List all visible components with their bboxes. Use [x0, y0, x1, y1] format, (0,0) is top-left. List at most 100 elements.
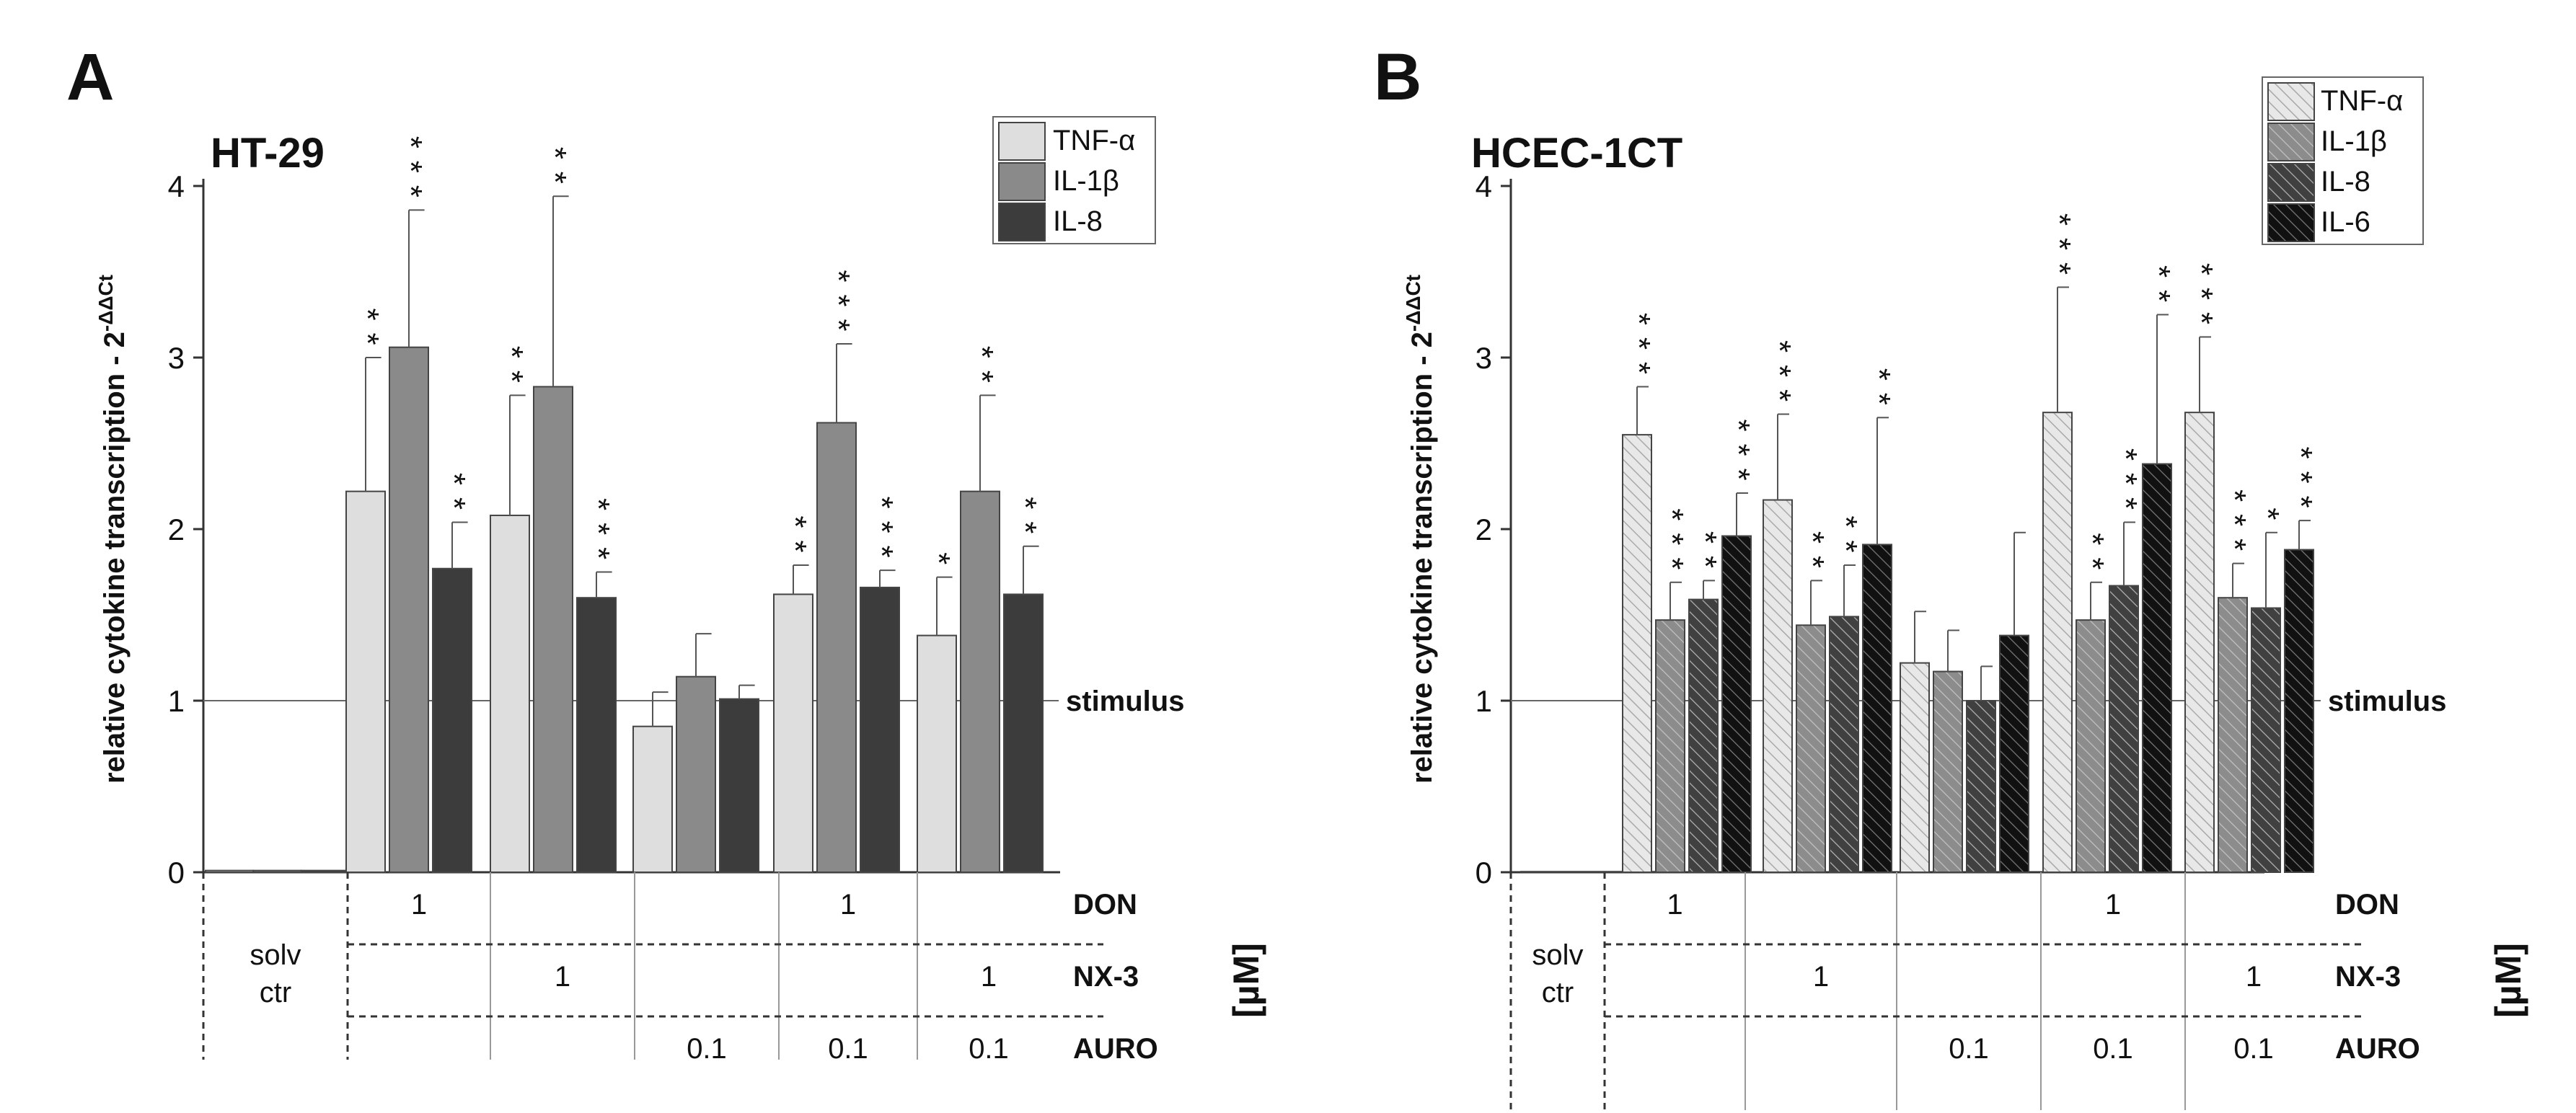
- significance-star: *: [350, 332, 385, 345]
- significance-star: *: [393, 161, 428, 173]
- bar-IL-6-group-1: [1721, 535, 1752, 874]
- unit-label: [µM]: [1226, 943, 1266, 1018]
- significance-star: *: [2108, 448, 2143, 461]
- significance-star: *: [2042, 262, 2077, 275]
- bar-TNF-α-group-1: [345, 490, 386, 873]
- significance-star: *: [350, 308, 385, 320]
- significance-star: *: [1795, 531, 1830, 544]
- treatment-name: AURO: [1073, 1033, 1158, 1065]
- bar-IL-8-group-4: [860, 586, 900, 873]
- significance-star: *: [777, 540, 813, 552]
- legend-label: IL-8: [2321, 166, 2370, 198]
- treatment-value: 0.1: [1949, 1033, 1989, 1065]
- significance-star: *: [1688, 531, 1723, 544]
- significance-star: *: [2283, 447, 2319, 459]
- bar-IL-1β-group-2: [533, 386, 573, 873]
- significance-star: *: [964, 346, 1000, 358]
- significance-star: *: [2042, 238, 2077, 250]
- significance-star: *: [436, 473, 472, 485]
- significance-star: *: [821, 294, 856, 306]
- treatment-name: DON: [2335, 889, 2399, 921]
- y-tick-label: 4: [168, 169, 185, 203]
- significance-star: *: [1828, 540, 1863, 552]
- bar-IL-8-group-3: [1966, 700, 1996, 873]
- bar-IL-1β-group-0: [252, 869, 302, 873]
- bar-IL-1β-group-3: [676, 675, 716, 873]
- panel-title: HCEC-1CT: [1471, 130, 1682, 177]
- significance-star: *: [2184, 263, 2219, 275]
- y-tick-label: 0: [1476, 856, 1492, 890]
- bar-IL-8-group-0: [300, 869, 350, 873]
- significance-star: *: [2283, 471, 2319, 484]
- y-tick-label: 3: [168, 341, 185, 375]
- significance-star: *: [921, 552, 956, 564]
- significance-star: *: [1828, 515, 1863, 528]
- treatment-name: NX-3: [2335, 961, 2401, 993]
- legend-label: IL-8: [1053, 205, 1103, 237]
- significance-star: *: [821, 270, 856, 282]
- significance-star: *: [2250, 507, 2285, 520]
- significance-star: *: [2217, 538, 2252, 551]
- significance-star: *: [1007, 497, 1043, 509]
- significance-star: *: [2184, 312, 2219, 324]
- panel-label: B: [1374, 40, 1421, 114]
- legend-swatch: [998, 162, 1046, 201]
- bar-IL-6-group-5: [2284, 549, 2314, 873]
- treatment-value: 0.1: [2233, 1033, 2274, 1065]
- reference-line-label: stimulus: [2328, 686, 2446, 717]
- y-tick-label: 1: [1476, 684, 1492, 718]
- treatment-value: 0.1: [687, 1033, 727, 1065]
- y-tick-label: 3: [1476, 341, 1492, 375]
- significance-star: *: [864, 521, 899, 533]
- treatment-value: 1: [2246, 961, 2262, 993]
- significance-star: *: [2217, 489, 2252, 502]
- bar-TNF-α-group-2: [490, 514, 530, 874]
- treatment-value: 0.1: [2093, 1033, 2133, 1065]
- significance-star: *: [2108, 497, 2143, 510]
- y-tick-label: 2: [1476, 513, 1492, 546]
- bar-IL-1β-group-1: [1655, 619, 1685, 873]
- significance-star: *: [821, 319, 856, 331]
- bar-IL-1β-group-4: [2076, 619, 2106, 873]
- reference-line-label: stimulus: [1066, 686, 1184, 717]
- bar-IL-6-group-3: [1999, 634, 2029, 873]
- panel-B: B HCEC-1CT relative cytokine transcription…: [1374, 40, 2528, 1110]
- y-axis-label-superscript: -ΔΔCt: [94, 275, 117, 332]
- significance-star: *: [1721, 419, 1756, 431]
- significance-star: *: [393, 136, 428, 148]
- significance-star: *: [864, 497, 899, 509]
- treatment-name: NX-3: [1073, 961, 1139, 993]
- bar-IL-8-group-5: [1003, 593, 1044, 873]
- legend-label: IL-1β: [2321, 125, 2387, 157]
- bar-TNF-α-group-1: [1622, 434, 1652, 873]
- significance-star: *: [393, 185, 428, 198]
- significance-star: *: [1762, 340, 1797, 352]
- bar-IL-8-group-1: [432, 567, 472, 873]
- treatment-name: DON: [1073, 889, 1137, 921]
- treatment-value: 0.1: [828, 1033, 868, 1065]
- control-label: ctr: [1542, 977, 1574, 1008]
- legend-swatch: [2267, 163, 2315, 202]
- bar-TNF-α-group-4: [2042, 412, 2073, 873]
- bar-IL-8-group-3: [719, 698, 759, 873]
- significance-star: *: [1861, 393, 1897, 405]
- significance-star: *: [2042, 213, 2077, 226]
- significance-star: *: [1795, 556, 1830, 568]
- significance-star: *: [436, 497, 472, 510]
- legend-swatch: [2267, 123, 2315, 161]
- legend-label: TNF-α: [2321, 85, 2403, 117]
- significance-star: *: [1688, 556, 1723, 568]
- treatment-value: 1: [1667, 889, 1682, 921]
- significance-star: *: [864, 546, 899, 558]
- significance-star: *: [2217, 514, 2252, 526]
- legend-label: TNF-α: [1053, 125, 1135, 156]
- treatment-value: 1: [1813, 961, 1829, 993]
- significance-star: *: [964, 371, 1000, 383]
- y-axis-label-superscript: -ΔΔCt: [1402, 275, 1424, 332]
- significance-star: *: [2075, 557, 2110, 569]
- significance-star: *: [1654, 508, 1690, 520]
- significance-star: *: [494, 346, 529, 358]
- bar-IL-1β-group-5: [2218, 597, 2248, 873]
- bar-IL-1β-group-5: [960, 490, 1000, 873]
- bar-IL-6-group-2: [1862, 544, 1892, 873]
